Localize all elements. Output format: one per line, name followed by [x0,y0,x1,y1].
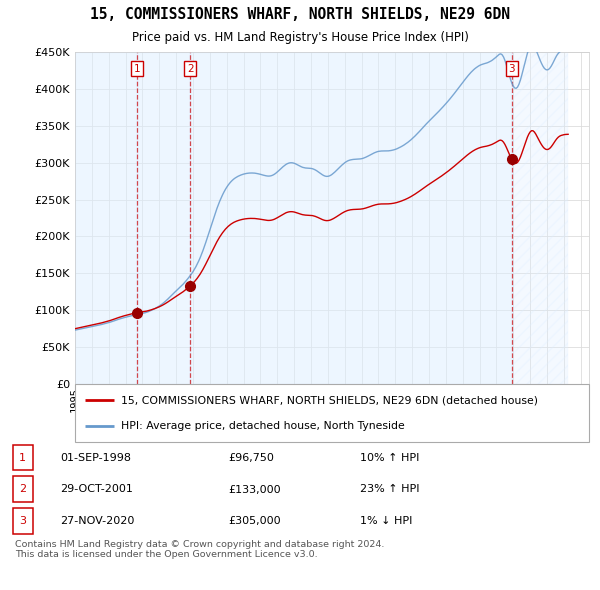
Text: 15, COMMISSIONERS WHARF, NORTH SHIELDS, NE29 6DN: 15, COMMISSIONERS WHARF, NORTH SHIELDS, … [90,7,510,22]
Text: 29-OCT-2001: 29-OCT-2001 [60,484,133,494]
Text: 1: 1 [134,64,140,74]
FancyBboxPatch shape [13,476,33,502]
Text: £133,000: £133,000 [228,484,281,494]
Bar [75,52,137,384]
Text: 3: 3 [19,516,26,526]
Text: Price paid vs. HM Land Registry's House Price Index (HPI): Price paid vs. HM Land Registry's House … [131,31,469,44]
Text: £96,750: £96,750 [228,453,274,463]
FancyBboxPatch shape [13,444,33,470]
Bar [512,52,568,384]
FancyBboxPatch shape [13,508,33,533]
Bar [190,52,512,384]
Text: 1% ↓ HPI: 1% ↓ HPI [360,516,412,526]
Text: 1: 1 [19,453,26,463]
Text: 27-NOV-2020: 27-NOV-2020 [60,516,134,526]
Bar [137,52,190,384]
Text: Contains HM Land Registry data © Crown copyright and database right 2024.
This d: Contains HM Land Registry data © Crown c… [15,540,385,559]
Text: HPI: Average price, detached house, North Tyneside: HPI: Average price, detached house, Nort… [121,421,405,431]
FancyBboxPatch shape [75,384,589,442]
Text: 01-SEP-1998: 01-SEP-1998 [60,453,131,463]
Text: 10% ↑ HPI: 10% ↑ HPI [360,453,419,463]
Text: 15, COMMISSIONERS WHARF, NORTH SHIELDS, NE29 6DN (detached house): 15, COMMISSIONERS WHARF, NORTH SHIELDS, … [121,395,538,405]
Text: 3: 3 [508,64,515,74]
Text: 2: 2 [19,484,26,494]
Text: 2: 2 [187,64,193,74]
Text: £305,000: £305,000 [228,516,281,526]
Text: 23% ↑ HPI: 23% ↑ HPI [360,484,419,494]
